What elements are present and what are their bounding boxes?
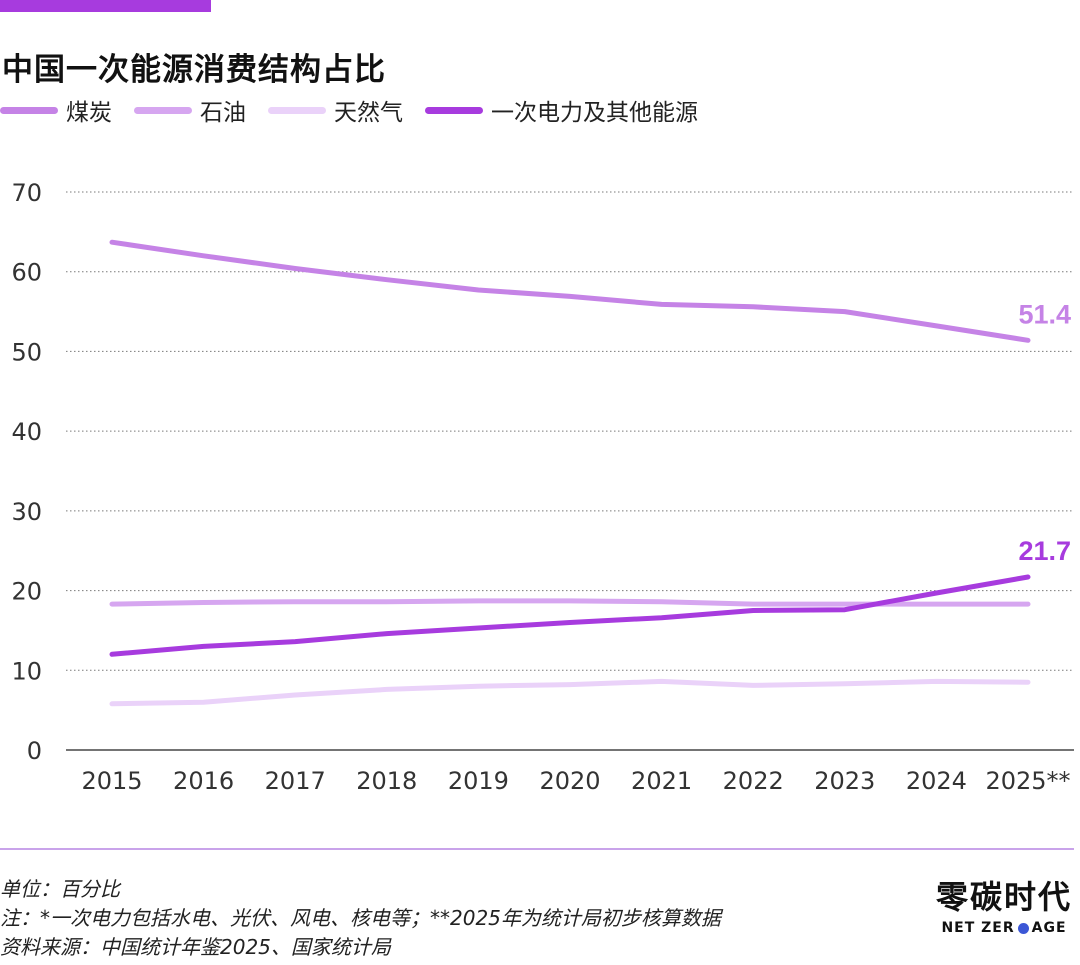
y-tick-label: 40 (11, 418, 42, 446)
source-note: 资料来源：中国统计年鉴2025、国家统计局 (0, 935, 391, 959)
x-tick-label: 2022 (723, 767, 784, 795)
y-tick-label: 70 (11, 179, 42, 207)
legend-label-oil: 石油 (200, 100, 246, 126)
series-line-2 (109, 678, 1031, 707)
y-tick-label: 30 (11, 498, 42, 526)
footer-notes: 单位：百分比 注：*一次电力包括水电、光伏、风电、核电等；**2025年为统计局… (0, 875, 721, 962)
x-tick-label: 2020 (539, 767, 600, 795)
series-line-3 (109, 574, 1031, 657)
brand-dot-icon (1017, 922, 1029, 934)
chart-legend: 煤炭 石油 天然气 一次电力及其他能源 (0, 92, 720, 128)
brand-en-part1: NET ZER (941, 920, 1015, 936)
y-tick-label: 50 (11, 338, 42, 366)
legend-item-gas: 天然气 (268, 93, 403, 127)
top-accent-bar (0, 0, 211, 12)
legend-swatch-gas (268, 106, 326, 114)
x-tick-label: 2025** (985, 767, 1070, 795)
legend-label-gas: 天然气 (334, 100, 403, 126)
brand-name-cn: 零碳时代 (935, 878, 1072, 916)
y-tick-label: 10 (11, 657, 42, 685)
definition-note: 注：*一次电力包括水电、光伏、风电、核电等；**2025年为统计局初步核算数据 (0, 906, 721, 930)
y-tick-label: 20 (11, 578, 42, 606)
x-tick-label: 2018 (356, 767, 417, 795)
legend-label-primary-power: 一次电力及其他能源 (491, 100, 698, 126)
brand-logo: 零碳时代 NET ZER AGE (936, 872, 1072, 936)
footer-divider (0, 848, 1074, 850)
legend-swatch-coal (0, 106, 58, 114)
x-tick-label: 2023 (814, 767, 875, 795)
x-tick-label: 2015 (81, 767, 142, 795)
legend-swatch-primary-power (425, 106, 483, 114)
brand-name-en: NET ZER AGE (936, 920, 1072, 936)
unit-note: 单位：百分比 (0, 877, 120, 901)
legend-swatch-oil (134, 106, 192, 114)
x-tick-label: 2021 (631, 767, 692, 795)
legend-item-coal: 煤炭 (0, 93, 112, 127)
brand-en-part2: AGE (1031, 920, 1067, 936)
x-tick-label: 2019 (448, 767, 509, 795)
end-value-label: 51.4 (1018, 299, 1071, 329)
series-line-0 (109, 239, 1031, 343)
legend-label-coal: 煤炭 (66, 100, 112, 126)
x-tick-label: 2024 (906, 767, 967, 795)
x-tick-label: 2016 (173, 767, 234, 795)
line-chart: 0 10 20 30 40 50 60 70 2015 2016 2017 2018 2019 2020 2… (11, 179, 1074, 795)
y-tick-label: 0 (27, 737, 42, 765)
end-value-label: 21.7 (1018, 536, 1071, 566)
chart-title: 中国一次能源消费结构占比 (2, 52, 386, 88)
x-tick-label: 2017 (265, 767, 326, 795)
y-tick-label: 60 (11, 259, 42, 287)
legend-item-primary-power: 一次电力及其他能源 (425, 93, 698, 127)
legend-item-oil: 石油 (134, 93, 246, 127)
